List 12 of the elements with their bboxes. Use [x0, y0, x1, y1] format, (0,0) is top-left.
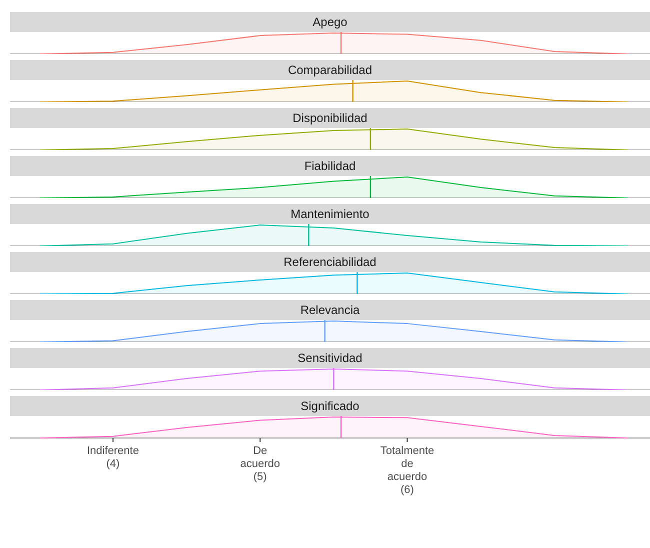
chart-title: Mantenimiento — [10, 204, 650, 224]
chart-title: Apego — [10, 12, 650, 32]
x-tick-label: De acuerdo (5) — [239, 445, 281, 484]
chart-title: Significado — [10, 396, 650, 416]
chart-title: Sensitividad — [10, 348, 650, 368]
chart-title: Comparabilidad — [10, 60, 650, 80]
chart-title: Relevancia — [10, 300, 650, 320]
chart-title: Disponibilidad — [10, 108, 650, 128]
chart-title: Referenciabilidad — [10, 252, 650, 272]
x-tick-label: Indiferente (4) — [86, 445, 140, 471]
x-tick-label: Totalmente de acuerdo (6) — [379, 445, 436, 497]
chart-title: Fiabilidad — [10, 156, 650, 176]
